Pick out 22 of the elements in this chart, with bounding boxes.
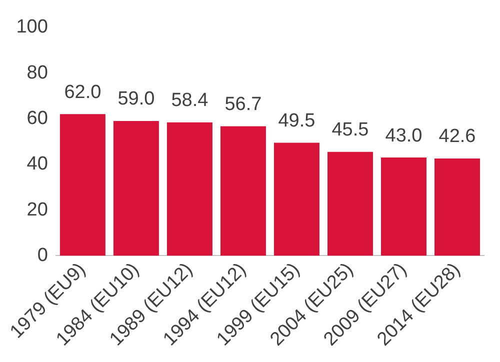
- data-label: 45.5: [332, 120, 369, 141]
- bar: [60, 114, 106, 256]
- data-label: 56.7: [224, 94, 262, 115]
- data-label: 43.0: [385, 125, 422, 146]
- data-label: 42.6: [438, 126, 476, 148]
- data-label: 49.5: [278, 110, 316, 132]
- y-tick-label: 40: [26, 154, 48, 175]
- y-tick-label: 100: [16, 16, 48, 38]
- data-label: 62.0: [64, 82, 102, 103]
- bar: [220, 126, 266, 256]
- y-tick-label: 0: [37, 244, 48, 266]
- bar: [434, 158, 480, 256]
- y-tick-label: 60: [26, 108, 48, 129]
- bar: [113, 121, 159, 256]
- data-label: 58.4: [171, 90, 209, 112]
- bar: [327, 152, 373, 256]
- y-tick-label: 80: [26, 62, 48, 84]
- bar: [274, 142, 320, 256]
- bar: [166, 122, 212, 256]
- data-label: 59.0: [118, 88, 155, 110]
- y-tick-label: 20: [26, 199, 48, 220]
- bar: [380, 158, 426, 256]
